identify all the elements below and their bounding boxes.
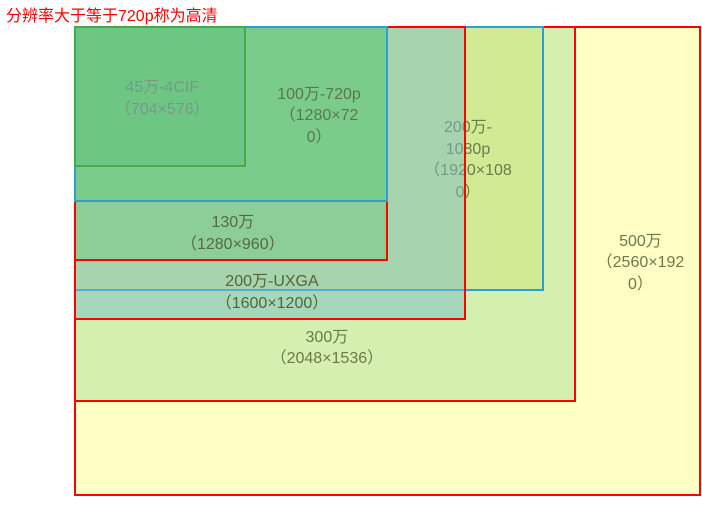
res-1280x720-label: 100万-720p （1280×72 0） — [248, 28, 389, 204]
res-704x576-label: 45万-4CIF （704×576） — [76, 28, 248, 169]
diagram-title: 分辨率大于等于720p称为高清 — [6, 2, 218, 26]
res-1280x960-label: 130万 （1280×960） — [76, 204, 390, 263]
res-704x576: 45万-4CIF （704×576） — [74, 26, 246, 167]
res-1600x1200-label: 200万-UXGA （1600×1200） — [76, 263, 468, 322]
res-2560x1920-label: 500万 （2560×192 0） — [578, 28, 702, 498]
